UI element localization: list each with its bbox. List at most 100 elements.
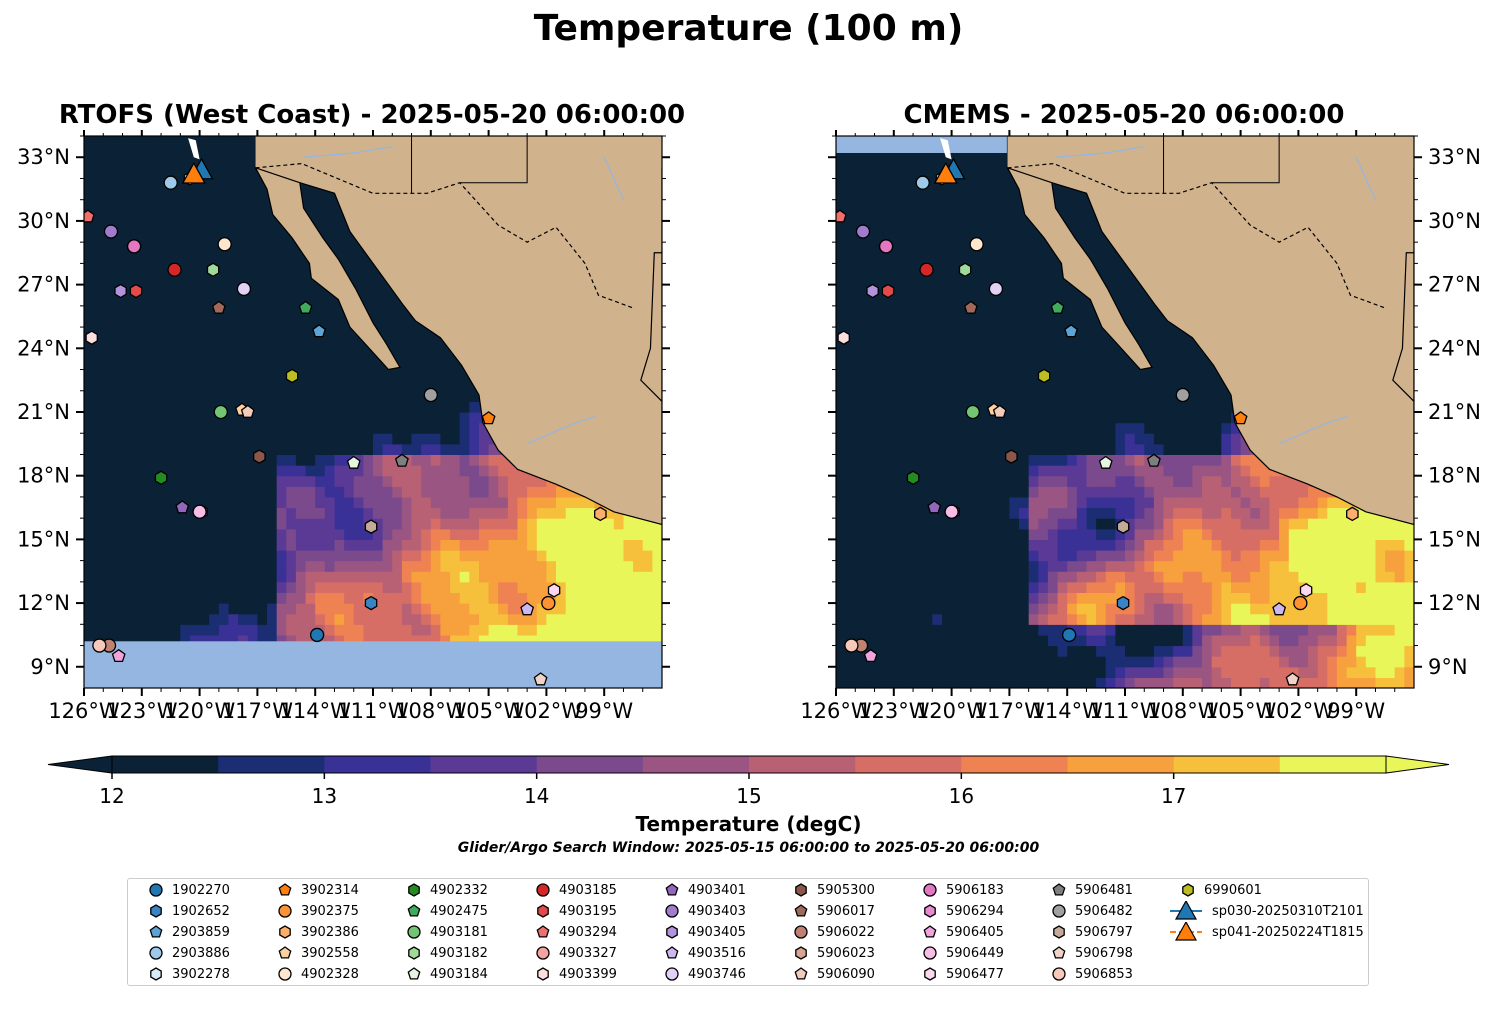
colorbar-segment <box>430 756 538 773</box>
us-land <box>255 136 662 168</box>
legend-marker <box>665 904 679 918</box>
legend-label: 4903327 <box>559 945 617 961</box>
lon-tick-label: 99°W <box>575 699 633 723</box>
float-marker-5906481 <box>1146 453 1161 467</box>
legend-marker-shape <box>536 946 550 960</box>
float-marker-4903516 <box>520 602 535 616</box>
state-borders <box>1163 136 1280 194</box>
legend-item-5906481: 5906481 <box>1039 880 1133 900</box>
legend-marker <box>536 925 550 938</box>
float-markers <box>84 171 607 686</box>
legend-label: 4903181 <box>430 924 488 940</box>
float-marker-2903886 <box>915 175 930 190</box>
float-marker-5906798 <box>1285 672 1300 686</box>
float-marker-5906798 <box>533 672 548 686</box>
legend-marker-shape <box>150 904 162 918</box>
legend-label: 5906022 <box>817 924 875 940</box>
legend-label: 4903401 <box>688 882 746 898</box>
legend-label: 6990601 <box>1204 882 1262 898</box>
legend-marker <box>665 883 679 896</box>
legend-marker <box>795 883 807 897</box>
rivers <box>1055 146 1377 445</box>
axis-ticks: 126°W123°W120°W117°W114°W111°W108°W105°W… <box>800 130 1481 723</box>
colorbar-over-arrow <box>1385 755 1450 774</box>
legend-item-4903294: 4903294 <box>523 922 617 942</box>
legend-item-5906798: 5906798 <box>1039 943 1133 963</box>
legend-marker-shape <box>665 946 679 959</box>
legend-label: 5906183 <box>946 882 1004 898</box>
legend-marker-shape <box>278 883 292 896</box>
lon-tick-label: 126°W <box>48 699 120 723</box>
legend-marker <box>537 967 549 981</box>
float-marker-4903195 <box>881 283 895 299</box>
legend-label: 1902652 <box>172 903 230 919</box>
legend-marker <box>408 946 420 960</box>
colorbar-tick-label: 16 <box>949 784 974 808</box>
lon-tick-label: 105°W <box>1205 699 1277 723</box>
float-marker-4902332 <box>154 470 168 486</box>
legend-marker <box>149 883 163 897</box>
float-marker-5906797 <box>1116 519 1130 534</box>
legend-item-5906797: 5906797 <box>1039 922 1133 942</box>
float-marker-3902314 <box>481 411 496 425</box>
float-marker-3902314 <box>1233 411 1248 425</box>
legend-label: 5906017 <box>817 903 875 919</box>
float-marker-5906017 <box>963 300 978 314</box>
main-title: Temperature (100 m) <box>533 8 964 49</box>
legend-item-5906022: 5906022 <box>781 922 875 942</box>
colorbar-tick-label: 14 <box>524 784 549 808</box>
legend-item-4903181: 4903181 <box>394 922 488 942</box>
legend-marker <box>150 904 162 918</box>
legend-marker-shape <box>665 883 679 896</box>
legend-marker <box>923 925 937 938</box>
legend-marker <box>665 967 679 981</box>
legend-marker <box>1182 883 1194 897</box>
lat-tick-label: 15°N <box>1428 527 1481 551</box>
colorbar-segment <box>749 756 856 773</box>
legend-item-sp030-20250310T2101: sp030-20250310T2101 <box>1168 901 1364 921</box>
legend-item-4903746: 4903746 <box>652 964 746 984</box>
legend-marker <box>665 946 679 959</box>
legend-item-5906294: 5906294 <box>910 901 1004 921</box>
legend-marker-shape <box>666 925 678 939</box>
legend-marker <box>1052 904 1066 918</box>
float-marker-5905300 <box>1005 449 1018 464</box>
legend-marker-shape <box>537 967 549 981</box>
legend-marker-shape <box>1052 883 1066 896</box>
legend-label: 4903184 <box>430 966 488 982</box>
legend-label: 5906405 <box>946 924 1004 940</box>
legend-marker <box>537 904 549 918</box>
float-marker-5906482 <box>1175 387 1190 403</box>
colorbar-label: Temperature (degC) <box>635 812 862 836</box>
lon-tick-label: 111°W <box>337 699 409 723</box>
float-marker-4902475 <box>298 300 313 314</box>
lat-tick-label: 9°N <box>30 655 70 679</box>
legend-marker <box>1170 901 1202 920</box>
legend-marker-shape <box>1053 925 1065 939</box>
legend-marker-shape <box>795 946 807 960</box>
legend-marker-shape <box>794 904 808 917</box>
legend-label: 4902475 <box>430 903 488 919</box>
lat-tick-label: 9°N <box>1428 655 1468 679</box>
legend-marker-shape <box>149 883 163 897</box>
legend-marker-shape <box>923 883 937 897</box>
float-marker-5906853 <box>92 638 107 653</box>
legend-marker-shape <box>279 925 291 939</box>
float-marker-6990601 <box>1037 368 1051 384</box>
legend-item-4903403: 4903403 <box>652 901 746 921</box>
legend-item-5906090: 5906090 <box>781 964 875 984</box>
lon-tick-label: 108°W <box>395 699 467 723</box>
legend-item-5906477: 5906477 <box>910 964 1004 984</box>
lon-tick-label: 123°W <box>106 699 178 723</box>
cmems-panel-title: CMEMS - 2025-05-20 06:00:00 <box>903 100 1345 130</box>
legend-marker <box>149 925 163 938</box>
float-marker-4903403 <box>855 224 871 239</box>
legend-marker <box>1052 883 1066 896</box>
legend-label: 3902278 <box>172 966 230 982</box>
legend-marker <box>278 946 292 959</box>
colorbar-segment <box>961 756 1068 773</box>
legend-label: 4903294 <box>559 924 617 940</box>
legend-label: 4903399 <box>559 966 617 982</box>
legend-marker <box>278 904 292 918</box>
float-marker-2903859 <box>1064 323 1078 338</box>
